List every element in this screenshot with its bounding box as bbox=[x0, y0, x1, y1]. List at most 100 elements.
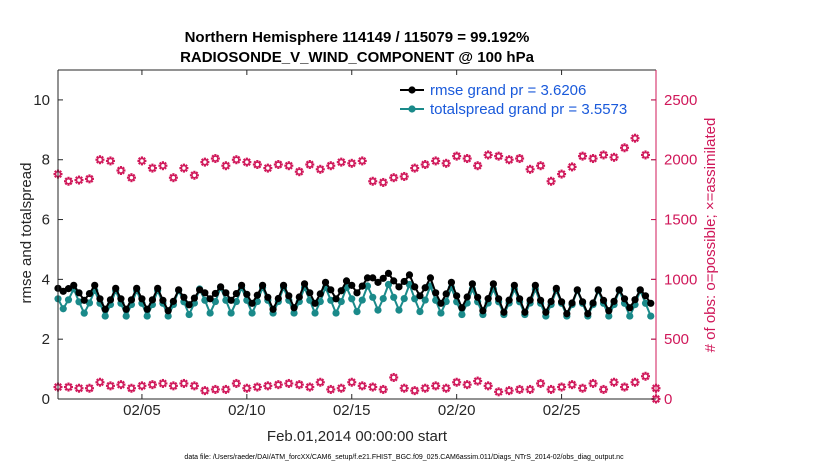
marker-center bbox=[579, 385, 586, 391]
obs-count-marker bbox=[147, 380, 157, 390]
data-point bbox=[290, 304, 298, 312]
marker-center bbox=[621, 145, 628, 151]
y-right-tick-label: 0 bbox=[664, 391, 672, 408]
data-point bbox=[274, 294, 282, 303]
data-point bbox=[185, 310, 193, 319]
data-point bbox=[379, 294, 387, 303]
marker-center bbox=[97, 157, 103, 163]
marker-center bbox=[233, 380, 240, 387]
data-point bbox=[615, 286, 623, 294]
data-point bbox=[432, 289, 440, 297]
data-point bbox=[505, 296, 513, 304]
marker-center bbox=[76, 385, 82, 391]
data-point bbox=[85, 289, 94, 298]
obs-count-marker bbox=[536, 378, 546, 388]
x-tick-label: 02/10 bbox=[228, 402, 266, 419]
data-point bbox=[458, 304, 466, 312]
y-axis-label: rmse and totalspread bbox=[18, 163, 35, 304]
marker-center bbox=[453, 153, 460, 159]
data-point bbox=[70, 281, 78, 289]
data-point bbox=[641, 292, 650, 300]
marker-center bbox=[380, 179, 386, 186]
marker-center bbox=[244, 159, 250, 165]
obs-count-marker bbox=[431, 381, 441, 391]
data-point bbox=[516, 295, 524, 303]
data-point bbox=[421, 296, 429, 304]
marker-center bbox=[443, 160, 449, 167]
data-point bbox=[237, 281, 246, 289]
marker-center bbox=[191, 383, 198, 389]
obs-count-marker bbox=[326, 161, 336, 171]
marker-center bbox=[401, 385, 407, 391]
y-tick-label: 4 bbox=[42, 271, 50, 288]
data-point bbox=[568, 299, 576, 307]
obs-count-marker bbox=[273, 380, 283, 390]
obs-count-marker bbox=[336, 383, 346, 393]
data-point bbox=[552, 284, 560, 292]
marker-center bbox=[359, 383, 365, 389]
x-tick-label: 02/15 bbox=[333, 402, 371, 419]
obs-count-marker bbox=[441, 158, 451, 168]
data-point bbox=[285, 292, 293, 300]
marker-center bbox=[495, 153, 502, 159]
marker-center bbox=[558, 384, 565, 390]
data-point bbox=[80, 309, 88, 317]
obs-count-marker bbox=[452, 151, 462, 161]
obs-count-marker bbox=[74, 175, 84, 185]
data-point bbox=[474, 293, 482, 301]
data-point bbox=[390, 293, 398, 301]
data-point bbox=[479, 307, 487, 315]
data-point bbox=[547, 297, 555, 306]
obs-count-marker bbox=[189, 381, 199, 391]
obs-count-marker bbox=[452, 377, 462, 387]
data-point bbox=[563, 310, 571, 318]
marker-center bbox=[516, 155, 523, 162]
marker-center bbox=[212, 386, 219, 393]
data-point bbox=[227, 309, 235, 317]
data-point bbox=[468, 280, 477, 288]
obs-count-marker bbox=[231, 155, 241, 165]
data-point bbox=[610, 297, 618, 305]
x-axis-label: Feb.01,2014 00:00:00 start bbox=[267, 428, 448, 445]
data-point bbox=[626, 304, 634, 312]
marker-center bbox=[107, 383, 114, 389]
data-point bbox=[206, 295, 214, 303]
obs-count-marker bbox=[399, 171, 409, 181]
obs-count-marker bbox=[399, 383, 409, 393]
obs-count-marker bbox=[609, 152, 619, 162]
data-point bbox=[400, 294, 408, 303]
legend-marker bbox=[408, 105, 416, 113]
series-layer bbox=[53, 133, 661, 404]
data-point bbox=[374, 306, 382, 314]
data-point bbox=[521, 308, 529, 316]
obs-count-marker bbox=[336, 157, 346, 167]
marker-center bbox=[621, 384, 628, 390]
data-point bbox=[211, 289, 219, 298]
marker-center bbox=[97, 379, 103, 385]
marker-center bbox=[537, 380, 544, 387]
marker-center bbox=[181, 380, 187, 387]
data-point bbox=[458, 310, 466, 319]
obs-count-marker bbox=[357, 156, 367, 166]
obs-count-marker bbox=[578, 151, 588, 161]
marker-center bbox=[432, 158, 439, 164]
data-point bbox=[117, 295, 125, 303]
marker-center bbox=[569, 164, 575, 170]
data-point bbox=[484, 295, 492, 303]
marker-center bbox=[474, 163, 481, 169]
marker-center bbox=[128, 174, 135, 181]
marker-center bbox=[160, 163, 166, 169]
marker-center bbox=[422, 161, 428, 168]
marker-center bbox=[338, 385, 344, 391]
obs-count-marker bbox=[200, 386, 210, 396]
data-point bbox=[573, 286, 581, 294]
data-point bbox=[227, 296, 235, 304]
marker-center bbox=[391, 174, 397, 181]
obs-count-marker bbox=[462, 154, 472, 164]
marker-center bbox=[160, 380, 166, 387]
marker-center bbox=[202, 387, 208, 394]
data-point bbox=[332, 309, 340, 317]
marker-center bbox=[642, 152, 649, 158]
data-point bbox=[542, 308, 550, 316]
obs-count-marker bbox=[641, 150, 651, 160]
